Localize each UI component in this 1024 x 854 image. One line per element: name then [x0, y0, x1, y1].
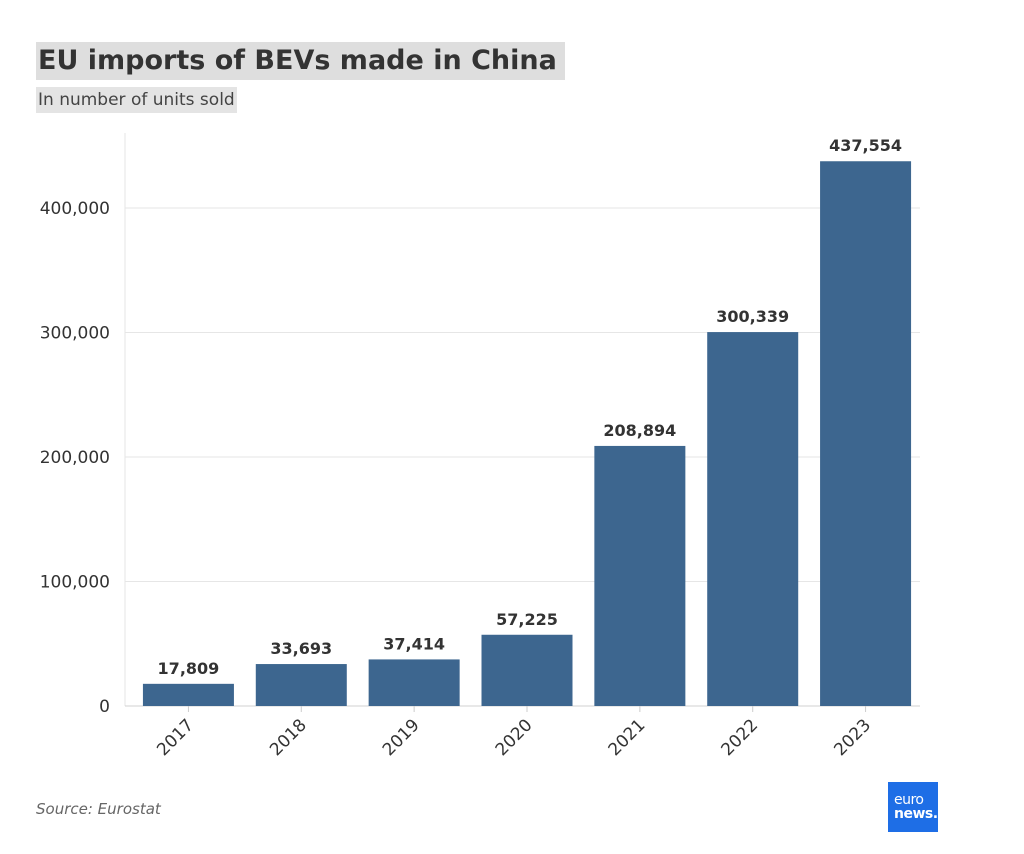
x-tick-label-2020: 2020: [492, 715, 537, 760]
y-tick-label: 300,000: [40, 324, 110, 344]
chart-title: EU imports of BEVs made in China: [36, 42, 565, 80]
bar-2022: [707, 332, 799, 706]
data-label-2019: 37,414: [383, 634, 445, 653]
bar-2018: [255, 664, 347, 706]
logo-text-euro: euro: [894, 792, 924, 808]
data-label-2020: 57,225: [496, 610, 558, 629]
bar-2021: [594, 445, 686, 706]
y-tick-label: 100,000: [40, 573, 110, 593]
source-note: Source: Eurostat: [36, 800, 161, 818]
data-label-2021: 208,894: [603, 421, 676, 440]
chart-subtitle: In number of units sold: [36, 87, 237, 113]
x-tick-label-2022: 2022: [718, 715, 763, 760]
data-label-2023: 437,554: [829, 136, 902, 155]
y-tick-label: 400,000: [40, 199, 110, 219]
bar-2020: [481, 634, 573, 706]
bar-2017: [142, 683, 234, 706]
bar-2023: [820, 161, 912, 707]
x-tick-label-2021: 2021: [605, 715, 650, 760]
y-tick-label: 200,000: [40, 448, 110, 468]
x-tick-label-2018: 2018: [266, 715, 311, 760]
logo-text-news: news.: [894, 806, 938, 822]
data-label-2018: 33,693: [270, 639, 332, 658]
data-label-2017: 17,809: [158, 659, 220, 678]
euronews-logo[interactable]: euro news.: [888, 782, 938, 832]
y-tick-label: 0: [99, 697, 110, 717]
x-tick-label-2019: 2019: [379, 715, 424, 760]
data-label-2022: 300,339: [716, 307, 789, 326]
x-tick-label-2017: 2017: [153, 715, 198, 760]
bar-2019: [368, 659, 460, 706]
x-tick-label-2023: 2023: [830, 715, 875, 760]
